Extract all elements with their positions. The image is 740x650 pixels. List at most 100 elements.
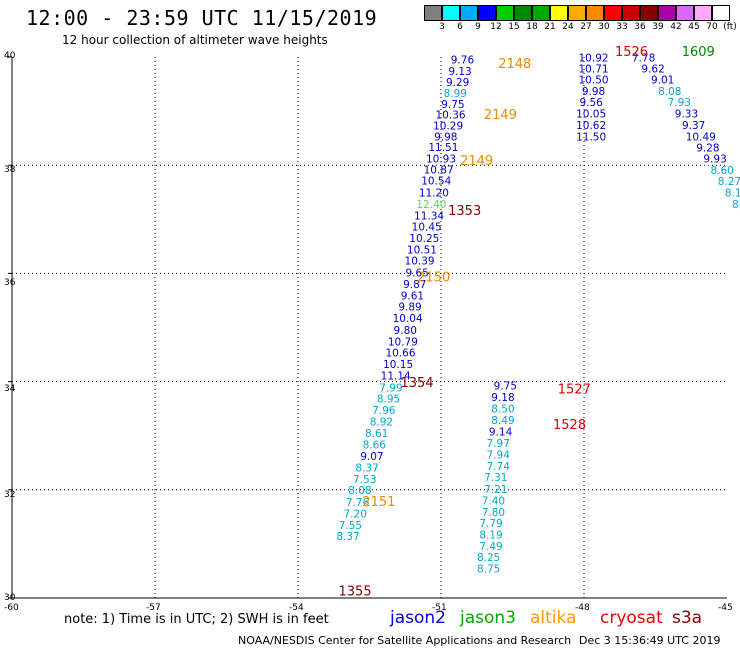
wave-height-value: 9.07 <box>360 451 383 463</box>
legend-swatch <box>676 5 694 21</box>
wave-height-value: 9.56 <box>579 97 603 109</box>
legend-swatch <box>442 5 460 21</box>
units-note: note: 1) Time is in UTC; 2) SWH is in fe… <box>64 612 329 627</box>
wave-height-value: 10.39 <box>405 256 435 268</box>
footer-credit: NOAA/NESDIS Center for Satellite Applica… <box>238 634 572 647</box>
wave-height-value: 10.50 <box>579 75 609 87</box>
wave-height-value: 7.96 <box>372 405 396 417</box>
wave-height-value: 8.08 <box>348 485 371 497</box>
wave-height-value: 9.75 <box>441 99 464 111</box>
wave-height-value: 8.99 <box>444 88 467 100</box>
legend-swatch <box>694 5 712 21</box>
lon-label-54: -54 <box>289 603 304 613</box>
wave-height-value: 7.79 <box>479 518 502 530</box>
map-subtitle: 12 hour collection of altimeter wave hei… <box>62 33 328 47</box>
legend-swatch <box>460 5 478 21</box>
footer-timestamp: Dec 3 15:36:49 UTC 2019 <box>579 634 721 647</box>
lat-label-32: 32 <box>4 490 16 500</box>
wave-height-value: 9.13 <box>448 66 471 78</box>
wave-height-value: 10.25 <box>409 233 439 245</box>
wave-height-value: 8.27 <box>718 176 740 188</box>
legend-label: 27 <box>580 22 592 32</box>
wave-height-value: 9.65 <box>405 268 428 280</box>
wave-height-value: 8.37 <box>336 531 359 543</box>
wave-height-value: 12.40 <box>416 199 446 211</box>
wave-height-value: 10.54 <box>421 176 451 188</box>
wave-height-value: 7.74 <box>487 461 511 473</box>
legend-label: 18 <box>526 22 538 32</box>
pass-time-label: 1353 <box>448 204 481 219</box>
wave-height-value: 8.93 <box>732 199 740 211</box>
wave-height-value: 8.60 <box>711 165 734 177</box>
wave-height-value: 7.99 <box>379 382 402 394</box>
wave-height-value: 8.49 <box>491 415 514 427</box>
wave-height-value: 9.87 <box>403 279 426 291</box>
wave-height-value: 7.78 <box>632 52 655 64</box>
wave-height-value: 10.29 <box>433 120 463 132</box>
pass-time-label: 1354 <box>400 376 433 391</box>
legend-swatch <box>568 5 586 21</box>
wave-height-value: 9.80 <box>394 325 417 337</box>
wave-height-value: 10.71 <box>579 64 609 76</box>
wave-height-value: 7.21 <box>484 484 507 496</box>
wave-height-value: 10.93 <box>426 153 456 165</box>
wave-height-value: 10.15 <box>383 359 413 371</box>
wave-height-value: 9.18 <box>491 392 514 404</box>
wave-height-value: 8.92 <box>370 416 393 428</box>
wave-height-value: 10.04 <box>393 313 423 325</box>
pass-time-label: 2150 <box>417 271 450 286</box>
legend-swatch <box>532 5 550 21</box>
wave-height-value: 8.66 <box>363 440 387 452</box>
wave-height-value: 10.87 <box>424 164 454 176</box>
wave-height-value: 7.93 <box>668 97 691 109</box>
wave-height-value: 8.95 <box>377 394 400 406</box>
lat-label-40: 40 <box>4 51 16 61</box>
wave-height-value: 11.50 <box>576 131 606 143</box>
legend-swatch <box>478 5 496 21</box>
wave-height-value: 8.25 <box>477 552 500 564</box>
wave-height-value: 10.92 <box>579 52 609 64</box>
wave-height-value: 7.76 <box>346 497 370 509</box>
legend-label: 39 <box>652 22 664 32</box>
wave-height-value: 9.98 <box>434 131 457 143</box>
wave-height-value: 9.33 <box>675 109 698 121</box>
wave-height-value: 10.36 <box>436 110 466 122</box>
legend-label: 6 <box>457 22 463 32</box>
wave-height-value: 9.75 <box>494 381 517 393</box>
wave-height-value: 11.20 <box>419 188 449 200</box>
wave-height-value: 9.37 <box>682 120 705 132</box>
pass-time-label: 2148 <box>498 57 531 72</box>
lon-label-45: -45 <box>718 603 733 613</box>
wave-height-value: 8.19 <box>479 529 502 541</box>
legend-swatch <box>496 5 514 21</box>
legend-swatch <box>550 5 568 21</box>
legend-label: 15 <box>508 22 520 32</box>
lon-label-57: -57 <box>146 603 161 613</box>
pass-time-label: 2151 <box>362 495 395 510</box>
legend-label: 12 <box>490 22 502 32</box>
wave-height-value: 9.29 <box>446 77 469 89</box>
pass-time-labels: 2148 2149 2149 1353 2150 1354 2151 1355 1526 1609… <box>339 45 715 599</box>
legend-label: 42 <box>670 22 682 32</box>
pass-time-label: 1355 <box>339 584 372 599</box>
legend-label: (ft) <box>723 22 737 32</box>
pass-time-label: 1526 <box>615 45 648 60</box>
legend-label: 21 <box>544 22 556 32</box>
wave-height-value: 9.93 <box>703 153 726 165</box>
legend-swatch <box>424 5 442 21</box>
lat-label-30: 30 <box>4 593 16 603</box>
lon-label-51: -51 <box>432 603 447 613</box>
wave-height-value: 7.53 <box>353 474 376 486</box>
sat-jason3: jason3 <box>460 608 516 628</box>
wave-height-value: 10.49 <box>686 131 716 143</box>
legend-label: 36 <box>634 22 646 32</box>
legend-label: 3 <box>439 22 445 32</box>
wave-height-value: 7.97 <box>487 438 510 450</box>
sat-altika: altika <box>530 608 577 628</box>
wave-height-value: 9.62 <box>641 64 664 76</box>
legend-swatch <box>586 5 604 21</box>
legend-swatch <box>604 5 622 21</box>
pass-time-label: 1527 <box>558 383 591 398</box>
wave-height-value: 10.51 <box>407 244 437 256</box>
